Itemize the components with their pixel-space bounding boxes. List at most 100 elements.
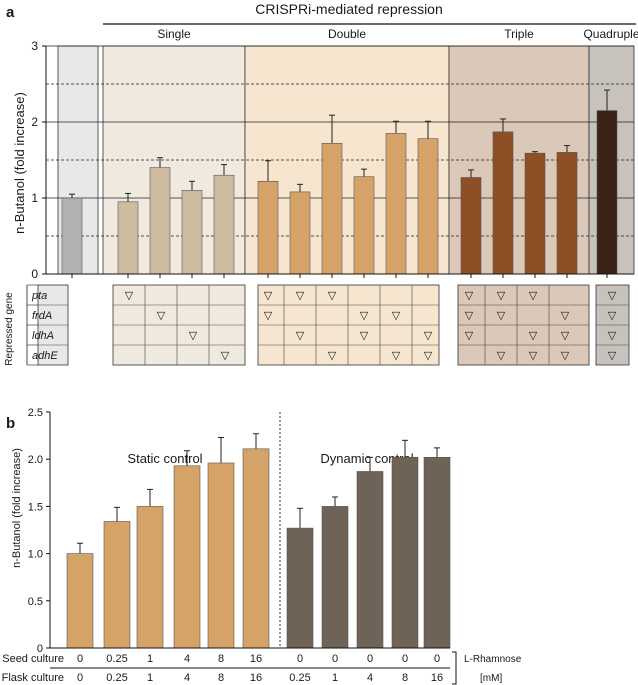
flask-culture-value: 0.25 bbox=[106, 672, 127, 684]
flask-culture-value: 1 bbox=[147, 672, 153, 684]
repression-marker-icon: ▽ bbox=[465, 290, 474, 302]
group-label-quadruple: Quadruple bbox=[583, 27, 638, 41]
repression-marker-icon: ▽ bbox=[465, 330, 474, 342]
repression-marker-icon: ▽ bbox=[157, 310, 166, 322]
repression-marker-icon: ▽ bbox=[189, 330, 198, 342]
seed-culture-label: Seed culture bbox=[2, 653, 64, 665]
repression-marker-icon: ▽ bbox=[465, 310, 474, 322]
seed-culture-value: 0 bbox=[297, 653, 303, 665]
static-control-label: Static control bbox=[127, 451, 202, 466]
repression-marker-icon: ▽ bbox=[125, 290, 134, 302]
y-tick-label-a-0: 0 bbox=[31, 267, 38, 281]
panel-a: a CRISPRi-mediated repression n-Butanol … bbox=[4, 1, 638, 366]
flask-culture-value: 4 bbox=[367, 672, 373, 684]
repression-marker-icon: ▽ bbox=[264, 310, 273, 322]
y-tick-label-a-3: 3 bbox=[31, 39, 38, 53]
bar-b-0-2 bbox=[136, 506, 164, 649]
panel-a-label: a bbox=[6, 4, 15, 21]
repression-marker-icon: ▽ bbox=[561, 350, 570, 362]
flask-culture-value: 8 bbox=[402, 672, 408, 684]
repression-marker-icon: ▽ bbox=[328, 350, 337, 362]
seed-culture-value: 4 bbox=[184, 653, 190, 665]
group-label-single: Single bbox=[157, 27, 191, 41]
repression-marker-icon: ▽ bbox=[529, 290, 538, 302]
seed-culture-value: 0 bbox=[332, 653, 338, 665]
repression-marker-icon: ▽ bbox=[497, 350, 506, 362]
bar-b-0-4 bbox=[207, 462, 235, 649]
bar-a-0-0 bbox=[61, 197, 83, 275]
gene-label-ldhA: ldhA bbox=[32, 330, 54, 342]
flask-culture-value: 4 bbox=[184, 672, 190, 684]
repression-marker-icon: ▽ bbox=[608, 310, 617, 322]
bar-a-1-3 bbox=[213, 174, 235, 275]
rhamnose-bracket bbox=[452, 651, 457, 685]
y-tick-label-a-1: 1 bbox=[31, 191, 38, 205]
panel-a-title: CRISPRi-mediated repression bbox=[255, 1, 443, 17]
y-tick-label-a-2: 2 bbox=[31, 115, 38, 129]
bar-a-1-2 bbox=[181, 190, 203, 275]
seed-culture-value: 0 bbox=[402, 653, 408, 665]
seed-culture-value: 0 bbox=[77, 653, 83, 665]
repression-marker-icon: ▽ bbox=[296, 290, 305, 302]
bar-a-2-4 bbox=[385, 133, 407, 275]
repression-marker-icon: ▽ bbox=[497, 310, 506, 322]
group-label-double: Double bbox=[328, 27, 366, 41]
bar-b-1-0 bbox=[286, 527, 314, 649]
repression-marker-icon: ▽ bbox=[424, 330, 433, 342]
flask-culture-value: 0 bbox=[77, 672, 83, 684]
bar-a-3-3 bbox=[556, 152, 578, 275]
gene-label-adhE: adhE bbox=[32, 350, 58, 362]
repression-marker-icon: ▽ bbox=[296, 330, 305, 342]
bar-a-2-5 bbox=[417, 138, 439, 275]
bar-a-2-0 bbox=[257, 180, 279, 275]
bar-b-0-0 bbox=[66, 553, 94, 649]
repression-marker-icon: ▽ bbox=[360, 310, 369, 322]
bar-b-1-4 bbox=[423, 457, 451, 649]
y-tick-label-b-5: 2.5 bbox=[28, 407, 43, 419]
bar-a-1-1 bbox=[149, 167, 171, 275]
bar-a-1-0 bbox=[117, 201, 139, 275]
repression-marker-icon: ▽ bbox=[328, 290, 337, 302]
seed-culture-value: 16 bbox=[250, 653, 262, 665]
repression-marker-icon: ▽ bbox=[360, 330, 369, 342]
gene-label-frdA: frdA bbox=[32, 310, 52, 322]
repressed-gene-label: Repressed gene bbox=[4, 292, 15, 366]
repression-marker-icon: ▽ bbox=[392, 350, 401, 362]
repression-marker-icon: ▽ bbox=[497, 290, 506, 302]
bar-a-3-2 bbox=[524, 152, 546, 275]
flask-culture-value: 8 bbox=[218, 672, 224, 684]
repression-marker-icon: ▽ bbox=[392, 310, 401, 322]
repression-marker-icon: ▽ bbox=[608, 350, 617, 362]
seed-culture-value: 0.25 bbox=[106, 653, 127, 665]
bar-a-3-0 bbox=[460, 177, 482, 275]
repression-marker-icon: ▽ bbox=[561, 330, 570, 342]
seed-culture-value: 0 bbox=[434, 653, 440, 665]
dynamic-control-label: Dynamic control bbox=[320, 451, 413, 466]
group-label-triple: Triple bbox=[504, 27, 534, 41]
repression-marker-icon: ▽ bbox=[608, 290, 617, 302]
panel-b-label: b bbox=[6, 415, 15, 432]
flask-culture-value: 16 bbox=[431, 672, 443, 684]
y-tick-label-b-0: 0 bbox=[37, 643, 43, 655]
repression-marker-icon: ▽ bbox=[608, 330, 617, 342]
panel-b: b n-Butanol (fold increase) Static contr… bbox=[2, 407, 522, 685]
bar-a-2-1 bbox=[289, 191, 311, 275]
flask-culture-value: 16 bbox=[250, 672, 262, 684]
panel-b-y-axis-label: n-Butanol (fold increase) bbox=[11, 448, 23, 568]
bar-b-1-2 bbox=[356, 471, 384, 649]
repression-marker-icon: ▽ bbox=[561, 310, 570, 322]
bar-b-1-1 bbox=[321, 506, 349, 649]
bar-b-0-3 bbox=[173, 465, 201, 649]
seed-culture-value: 0 bbox=[367, 653, 373, 665]
repression-marker-icon: ▽ bbox=[529, 350, 538, 362]
flask-culture-value: 1 bbox=[332, 672, 338, 684]
panel-a-y-axis-label: n-Butanol (fold increase) bbox=[12, 92, 27, 234]
flask-culture-value: 0.25 bbox=[289, 672, 310, 684]
repression-marker-icon: ▽ bbox=[424, 350, 433, 362]
y-tick-label-b-3: 1.5 bbox=[28, 501, 43, 513]
repression-marker-icon: ▽ bbox=[264, 290, 273, 302]
seed-culture-value: 8 bbox=[218, 653, 224, 665]
repression-marker-icon: ▽ bbox=[529, 330, 538, 342]
bar-b-0-1 bbox=[103, 521, 131, 649]
